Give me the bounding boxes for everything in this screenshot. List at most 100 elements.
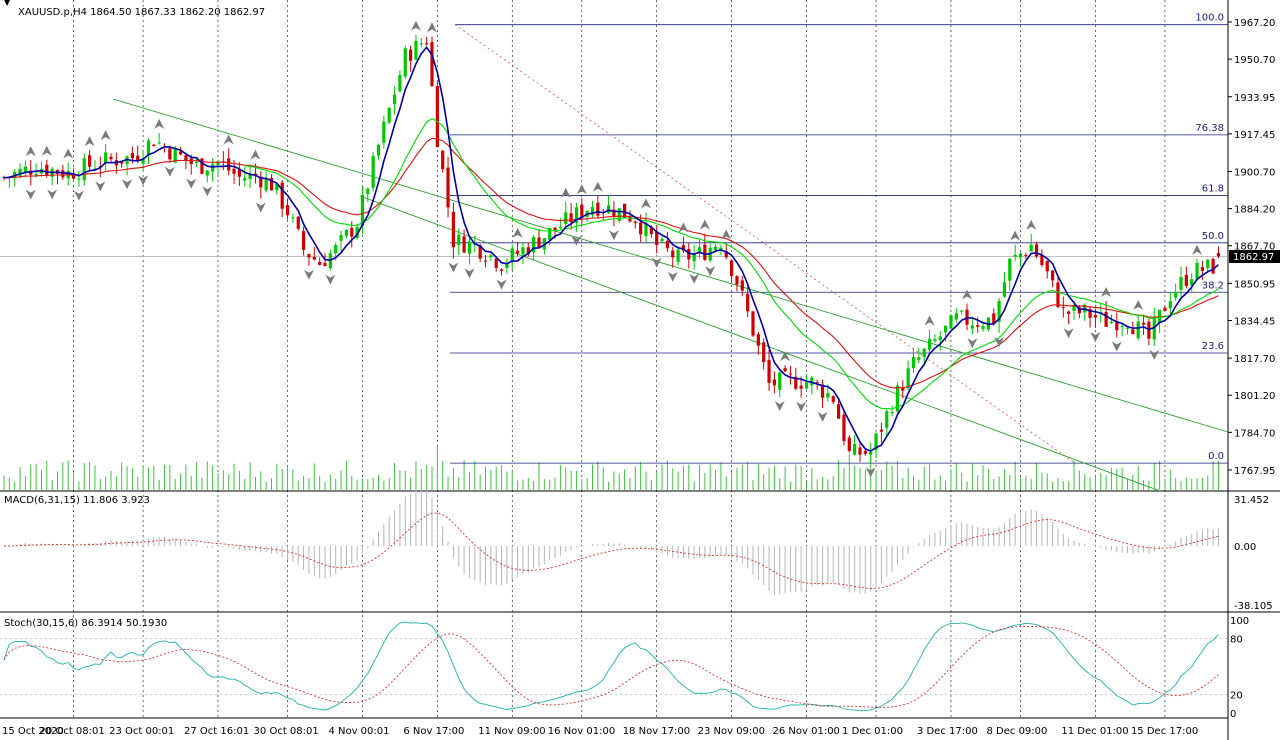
candle-body bbox=[510, 248, 514, 262]
candle-body bbox=[564, 212, 568, 225]
fractal-up-icon bbox=[1026, 219, 1037, 230]
date-tick-label: 1 Dec 01:00 bbox=[842, 726, 903, 737]
fractal-down-icon bbox=[796, 401, 807, 412]
candle-body bbox=[713, 246, 718, 251]
ma-fast-line bbox=[3, 45, 1219, 452]
fractal-up-icon bbox=[154, 118, 165, 129]
fractal-down-icon bbox=[774, 401, 785, 412]
candle-body bbox=[837, 404, 841, 419]
price-tick-label: 1850.95 bbox=[1234, 279, 1275, 290]
candle-body bbox=[1168, 301, 1172, 309]
main-header: XAUUSD.p,H4 1864.50 1867.33 1862.20 1862… bbox=[18, 7, 265, 18]
fibonacci-retracement[interactable]: 100.0 76.38 61.8 50.0 38.2 23.6 0.0 bbox=[0, 13, 1228, 464]
current-price-tag bbox=[1229, 250, 1280, 263]
price-tick-label: 1884.20 bbox=[1234, 205, 1275, 216]
candle-body bbox=[831, 396, 835, 403]
candle-body bbox=[537, 237, 541, 248]
current-price-label: 1862.97 bbox=[1233, 252, 1274, 263]
candle-body bbox=[794, 376, 798, 389]
fractal-down-icon bbox=[1149, 349, 1160, 360]
fractal-up-icon bbox=[427, 22, 437, 33]
candle-body bbox=[1190, 279, 1194, 286]
candle-body bbox=[804, 382, 809, 389]
fractal-up-icon bbox=[63, 148, 74, 159]
candle-body bbox=[462, 236, 466, 253]
macd-header: MACD(6,31,15) 11.806 3.923 bbox=[4, 495, 150, 506]
candle-body bbox=[259, 176, 263, 188]
fib-trend-line bbox=[454, 24, 1076, 464]
date-tick-label: 20 Oct 08:01 bbox=[40, 726, 105, 737]
candle-body bbox=[569, 213, 573, 223]
candle-body bbox=[366, 188, 370, 195]
fractal-down-icon bbox=[994, 336, 1005, 347]
candle-body bbox=[1018, 253, 1023, 258]
candle-body bbox=[285, 205, 290, 216]
candle-body bbox=[1179, 277, 1183, 290]
candle-body bbox=[430, 41, 434, 86]
price-tick-label: 1917.45 bbox=[1234, 130, 1275, 141]
candle-body bbox=[970, 325, 974, 329]
candle-body bbox=[847, 437, 851, 451]
candle-body bbox=[93, 168, 97, 170]
fractal-up-icon bbox=[641, 198, 651, 209]
fib-level-label: 23.6 bbox=[1202, 341, 1224, 352]
stoch-main-line bbox=[3, 621, 1219, 712]
candle-body bbox=[291, 217, 295, 219]
candle-body bbox=[933, 339, 937, 341]
macd-indicator bbox=[4, 489, 1219, 595]
candlestick-series bbox=[2, 34, 1221, 464]
candle-body bbox=[976, 324, 980, 327]
candle-body bbox=[553, 227, 557, 231]
candle-body bbox=[104, 152, 108, 164]
candle-body bbox=[954, 313, 958, 320]
candle-body bbox=[499, 269, 504, 271]
candle-body bbox=[1211, 258, 1215, 274]
candle-body bbox=[633, 221, 637, 224]
fractal-markers bbox=[25, 20, 1203, 478]
candle-body bbox=[296, 216, 300, 229]
candle-body bbox=[1200, 267, 1204, 271]
candle-body bbox=[858, 447, 862, 455]
fractal-up-icon bbox=[1192, 244, 1203, 255]
candle-body bbox=[1104, 312, 1108, 327]
trend-channel[interactable] bbox=[112, 98, 1229, 492]
date-tick-label: 18 Nov 17:00 bbox=[623, 726, 690, 737]
candle-body bbox=[826, 392, 830, 398]
candle-body bbox=[243, 178, 247, 181]
candle-body bbox=[1072, 304, 1076, 312]
candle-body bbox=[146, 140, 151, 155]
fractal-up-icon bbox=[962, 289, 972, 300]
candle-body bbox=[216, 161, 220, 165]
fractal-up-icon bbox=[84, 136, 95, 147]
candle-body bbox=[302, 231, 306, 250]
fractal-up-icon bbox=[25, 146, 36, 157]
candle-body bbox=[1120, 326, 1124, 328]
fractal-down-icon bbox=[865, 467, 876, 478]
candle-body bbox=[173, 147, 177, 163]
macd-tick-label: 31.452 bbox=[1234, 495, 1269, 506]
price-tick-label: 1950.70 bbox=[1234, 55, 1275, 66]
candle-body bbox=[762, 342, 766, 363]
candle-body bbox=[676, 249, 680, 262]
candle-body bbox=[623, 203, 627, 218]
candle-body bbox=[655, 231, 659, 245]
price-tick-label: 1767.95 bbox=[1234, 466, 1275, 477]
candle-body bbox=[248, 173, 252, 180]
menu-triangle-icon[interactable]: ▼ bbox=[4, 0, 11, 7]
fractal-down-icon bbox=[25, 189, 36, 200]
fractal-up-icon bbox=[1133, 300, 1144, 311]
candle-body bbox=[195, 161, 199, 163]
candle-body bbox=[1040, 255, 1044, 266]
ma-mid-line bbox=[244, 117, 1219, 410]
candle-body bbox=[751, 311, 755, 336]
date-tick-label: 30 Oct 08:01 bbox=[254, 726, 319, 737]
candle-body bbox=[1002, 282, 1007, 297]
candle-body bbox=[944, 325, 948, 333]
fractal-down-icon bbox=[1111, 341, 1122, 352]
candle-body bbox=[88, 155, 92, 167]
price-tick-label: 1933.95 bbox=[1234, 93, 1275, 104]
fib-level-label: 61.8 bbox=[1202, 184, 1224, 195]
candle-body bbox=[542, 238, 546, 250]
